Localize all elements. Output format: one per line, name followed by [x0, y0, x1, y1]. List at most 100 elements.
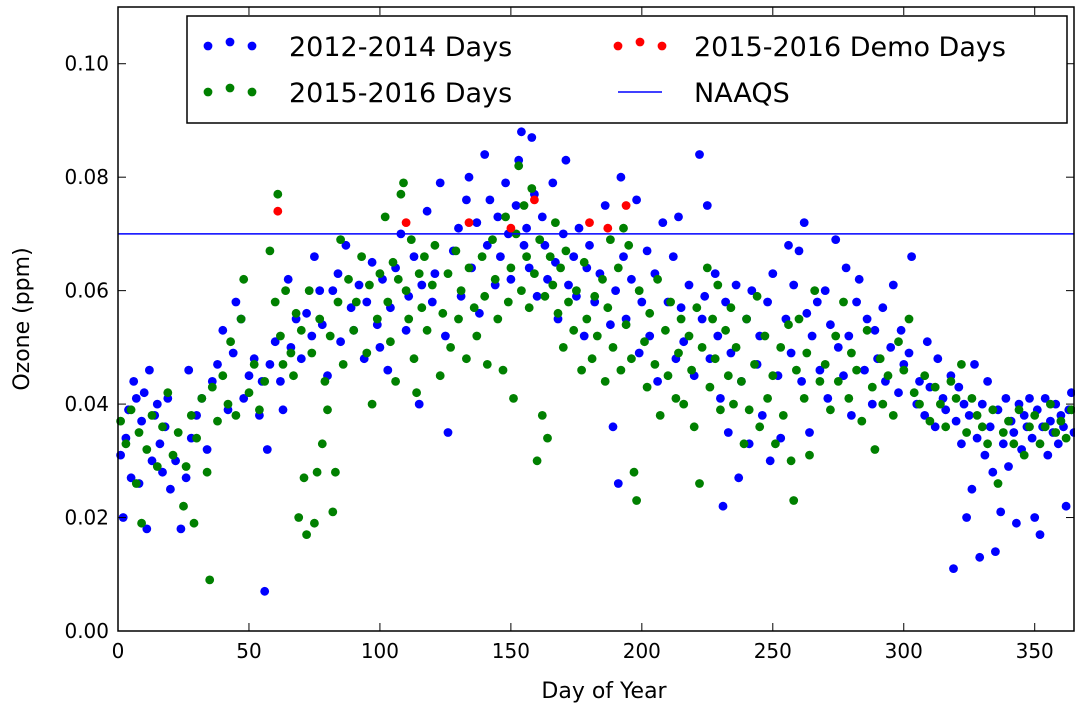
data-point [820, 286, 830, 295]
data-point [498, 365, 508, 375]
data-point [1040, 394, 1050, 403]
legend-entry-2012-2014: 2012-2014 Days [203, 32, 512, 63]
data-point [569, 252, 579, 261]
legend-label: 2015-2016 Days [289, 78, 512, 109]
data-point [1025, 422, 1034, 432]
data-point [545, 252, 555, 261]
data-point [723, 428, 733, 437]
data-point [957, 439, 966, 449]
data-point [1009, 439, 1019, 449]
data-point [409, 252, 419, 261]
legend-label: 2012-2014 Days [289, 32, 512, 63]
data-point [922, 337, 932, 347]
data-point [422, 325, 432, 335]
legend-marker [203, 41, 213, 51]
data-point [294, 513, 304, 522]
data-point [661, 325, 670, 335]
data-point [383, 365, 393, 375]
data-point [634, 286, 644, 295]
x-tick-label: 100 [361, 639, 399, 663]
data-point [634, 348, 644, 358]
data-point [695, 150, 704, 159]
data-point [613, 479, 623, 488]
data-point [702, 263, 712, 273]
data-point [323, 405, 332, 415]
data-point [831, 235, 841, 245]
data-point [336, 235, 345, 245]
data-point [789, 280, 799, 290]
data-point [721, 325, 730, 335]
data-point [142, 524, 152, 534]
data-point [152, 399, 162, 409]
data-point [278, 360, 288, 369]
data-point [186, 411, 196, 420]
data-point [404, 314, 414, 324]
data-point [904, 348, 914, 358]
data-point [454, 314, 463, 324]
data-point [886, 343, 896, 352]
data-point [839, 371, 848, 381]
data-point [985, 422, 995, 432]
data-point [391, 377, 400, 386]
data-point [726, 303, 736, 313]
data-point [899, 365, 909, 375]
data-point [1035, 530, 1045, 539]
data-point [799, 218, 809, 228]
data-point [527, 133, 537, 142]
data-point [173, 428, 183, 437]
data-point [386, 337, 395, 347]
data-point [975, 552, 985, 562]
data-point [689, 422, 699, 432]
data-point [380, 212, 390, 222]
data-point [600, 377, 610, 386]
data-point [925, 416, 935, 426]
data-point [815, 365, 825, 375]
data-point [909, 388, 919, 398]
data-point [1067, 405, 1075, 415]
data-point [679, 337, 689, 347]
data-point [708, 314, 717, 324]
data-point [142, 445, 152, 454]
data-point [207, 382, 217, 392]
y-tick-label: 0.06 [64, 279, 109, 303]
data-point [949, 564, 958, 573]
data-point [393, 274, 403, 284]
data-point [530, 269, 539, 278]
data-point [627, 274, 636, 284]
data-point [668, 252, 678, 261]
data-point [564, 297, 573, 307]
data-point [168, 450, 178, 460]
data-point [1030, 411, 1040, 420]
data-point [771, 439, 780, 449]
data-point [844, 394, 854, 403]
data-point [718, 501, 728, 511]
data-point [401, 286, 411, 295]
data-point [475, 308, 484, 318]
data-point [278, 405, 288, 415]
data-point [970, 360, 979, 369]
data-point [519, 240, 529, 250]
data-point [841, 263, 851, 273]
data-point [786, 456, 796, 466]
data-point [365, 280, 374, 290]
data-point [742, 314, 751, 324]
data-point [666, 297, 675, 307]
data-point [624, 240, 634, 250]
data-point [967, 394, 977, 403]
legend-marker [225, 37, 235, 47]
data-point [548, 178, 558, 188]
data-point [506, 223, 516, 233]
data-point [642, 382, 652, 392]
data-point [592, 331, 602, 341]
data-point [396, 189, 406, 199]
data-point [621, 320, 631, 330]
data-point [998, 439, 1008, 449]
data-point [372, 314, 382, 324]
data-point [236, 314, 246, 324]
legend-marker [247, 41, 257, 51]
data-point [768, 269, 778, 278]
data-point [812, 297, 822, 307]
data-point [878, 399, 888, 409]
data-point [710, 269, 720, 278]
data-point [687, 365, 696, 375]
